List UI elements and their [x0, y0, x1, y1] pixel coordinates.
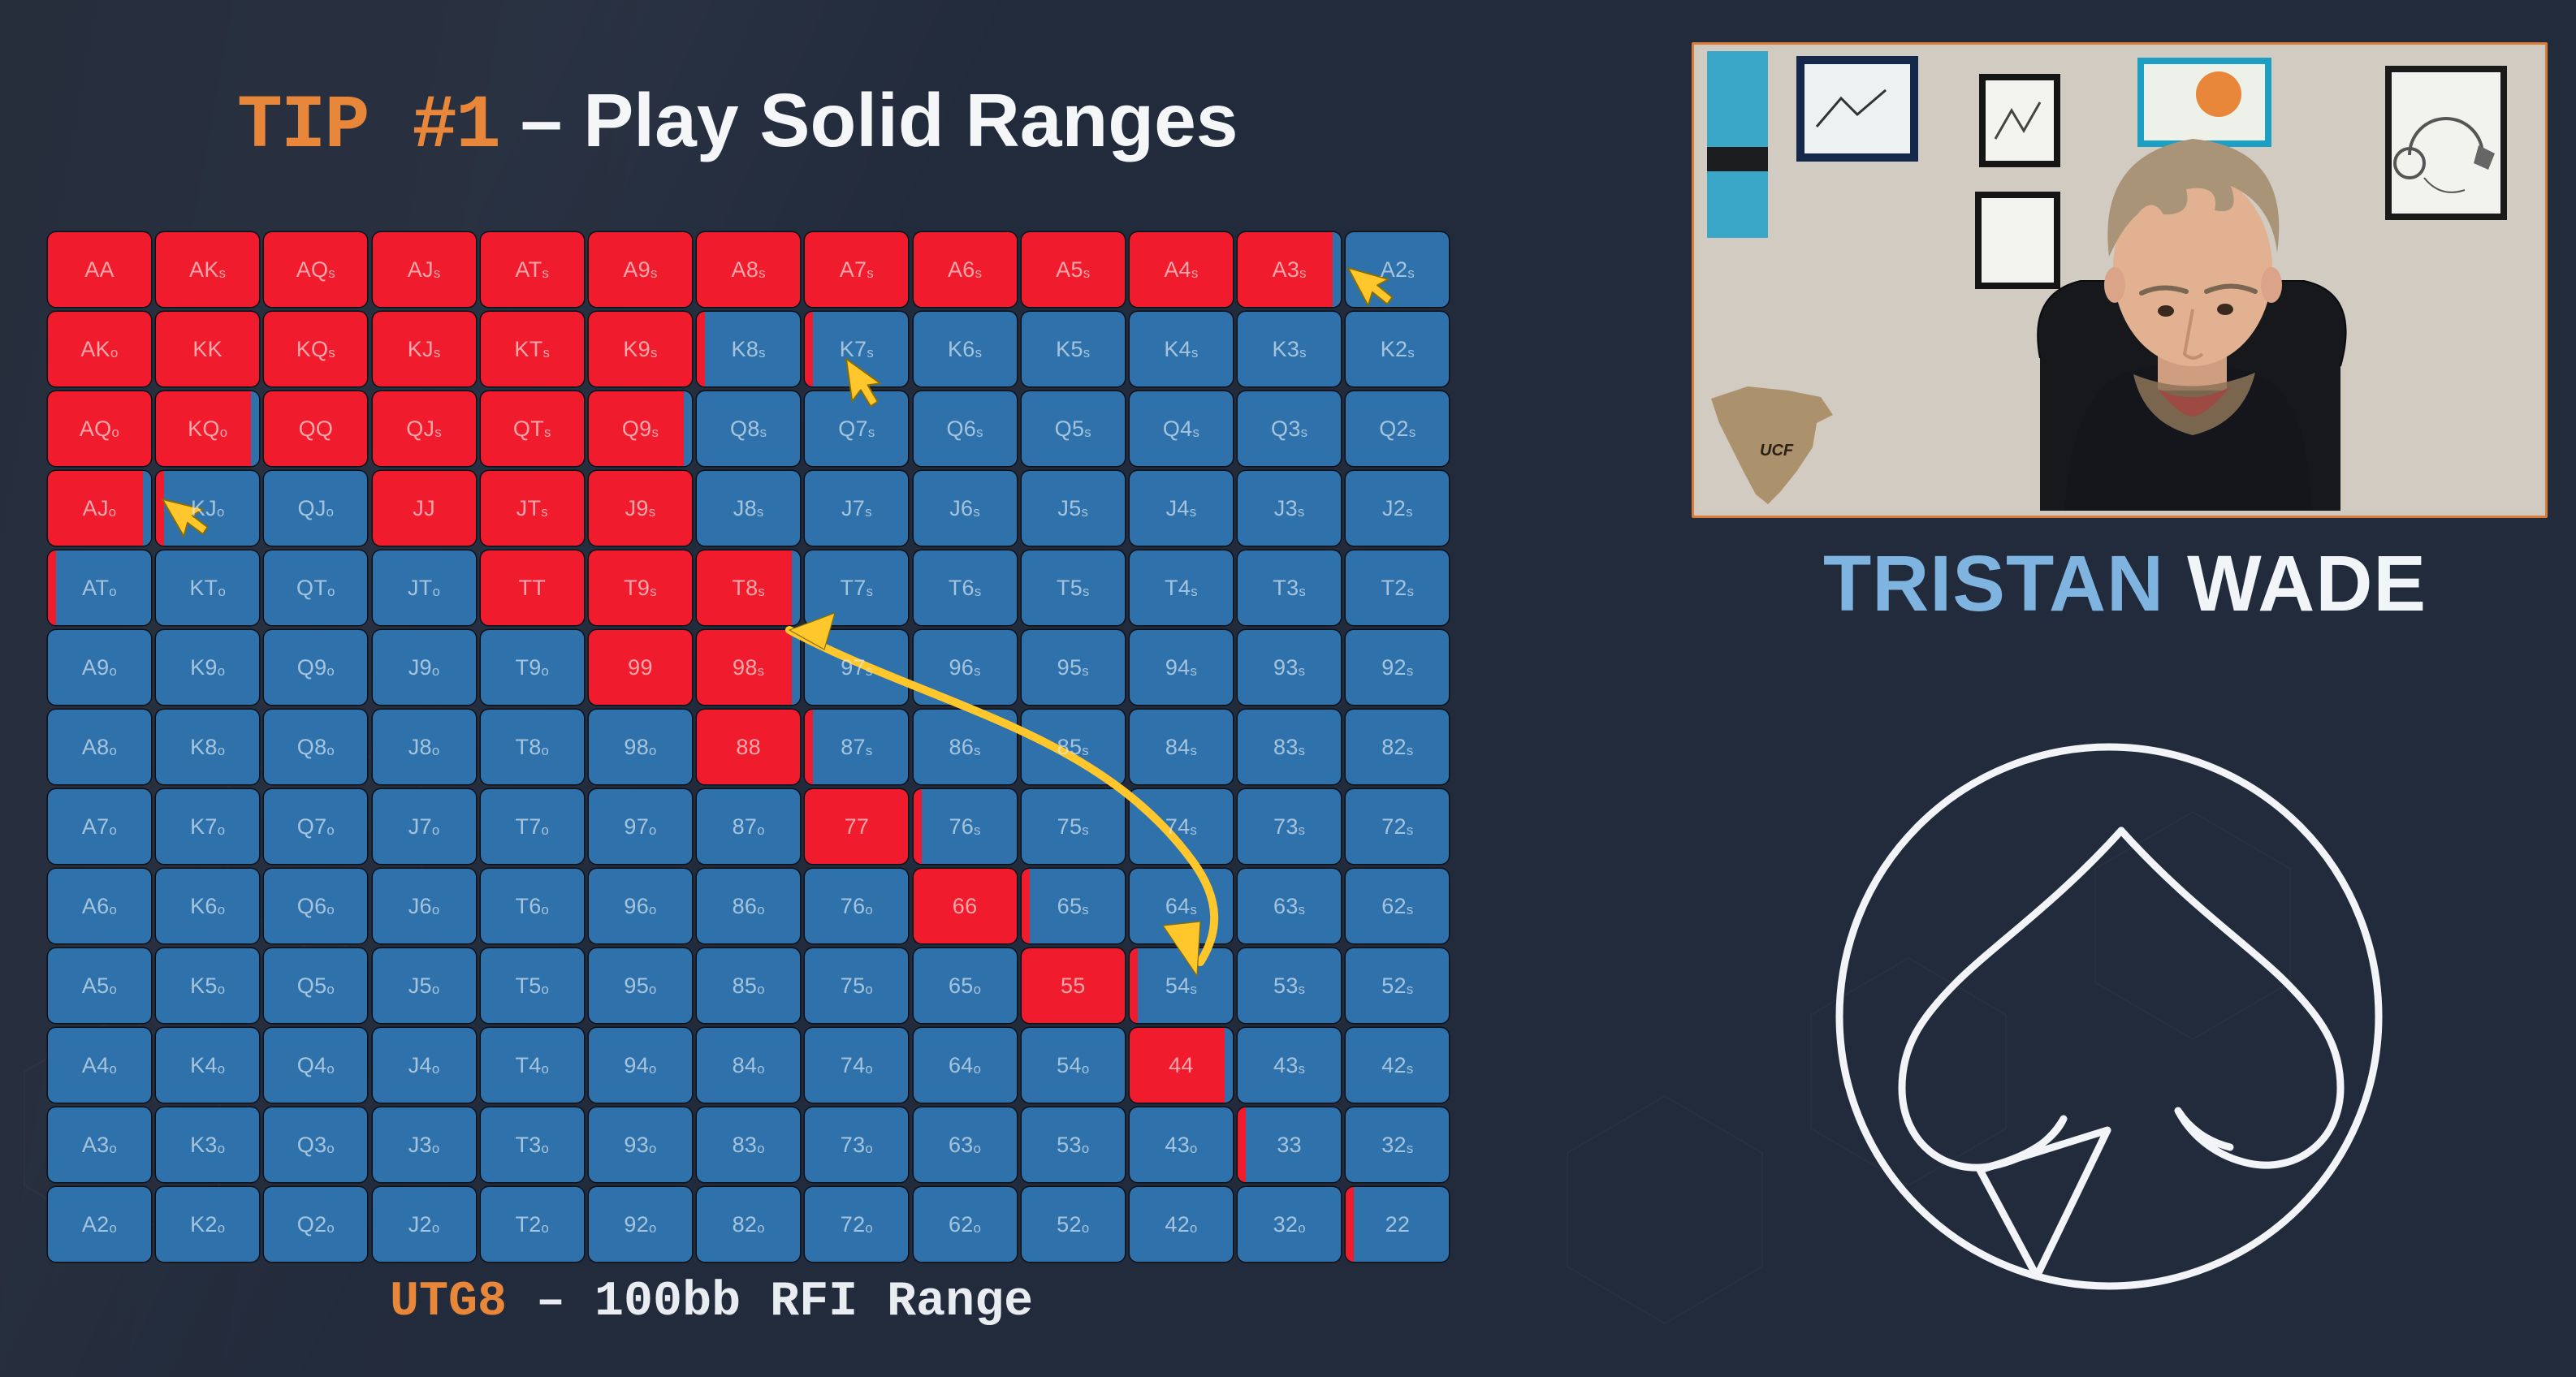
svg-text:UCF: UCF [1760, 442, 1794, 460]
